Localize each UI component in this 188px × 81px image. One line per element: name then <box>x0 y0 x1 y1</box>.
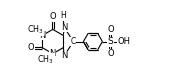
Text: CH$_3$: CH$_3$ <box>37 53 54 66</box>
Text: OH: OH <box>118 37 131 46</box>
Text: O: O <box>107 25 114 34</box>
Text: N: N <box>50 49 56 58</box>
Text: N: N <box>61 51 67 60</box>
Text: O: O <box>107 49 114 58</box>
Text: C: C <box>71 37 76 46</box>
Text: CH$_3$: CH$_3$ <box>27 23 44 36</box>
Text: O: O <box>28 43 34 52</box>
Text: H: H <box>60 11 66 20</box>
Text: N: N <box>39 31 45 40</box>
Text: N: N <box>61 23 67 32</box>
Text: S: S <box>108 37 113 46</box>
Text: O: O <box>49 12 56 21</box>
